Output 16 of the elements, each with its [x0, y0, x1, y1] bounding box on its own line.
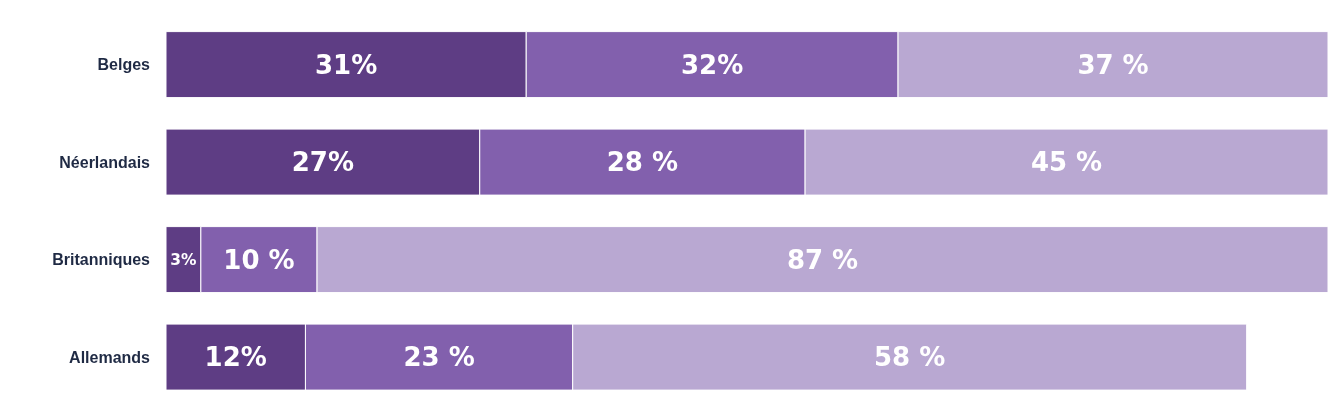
y-tick-label: Néerlandais — [59, 153, 151, 171]
data-label: 12% — [204, 342, 267, 373]
data-label: 3% — [170, 250, 197, 269]
data-label: 37 % — [1077, 49, 1149, 80]
y-tick-label: Allemands — [69, 348, 151, 366]
data-label: 87 % — [786, 244, 859, 275]
data-label: 45 % — [1030, 147, 1103, 178]
data-label: 58 % — [874, 342, 946, 373]
y-tick-label: Belges — [97, 56, 151, 74]
data-label: 23 % — [403, 342, 475, 373]
data-label: 10 % — [223, 244, 295, 275]
data-label: 31% — [314, 49, 378, 80]
data-label: 28 % — [606, 147, 679, 178]
data-label: 27% — [291, 147, 354, 178]
data-label: 32% — [681, 49, 744, 80]
y-tick-label: Britanniques — [52, 251, 151, 269]
